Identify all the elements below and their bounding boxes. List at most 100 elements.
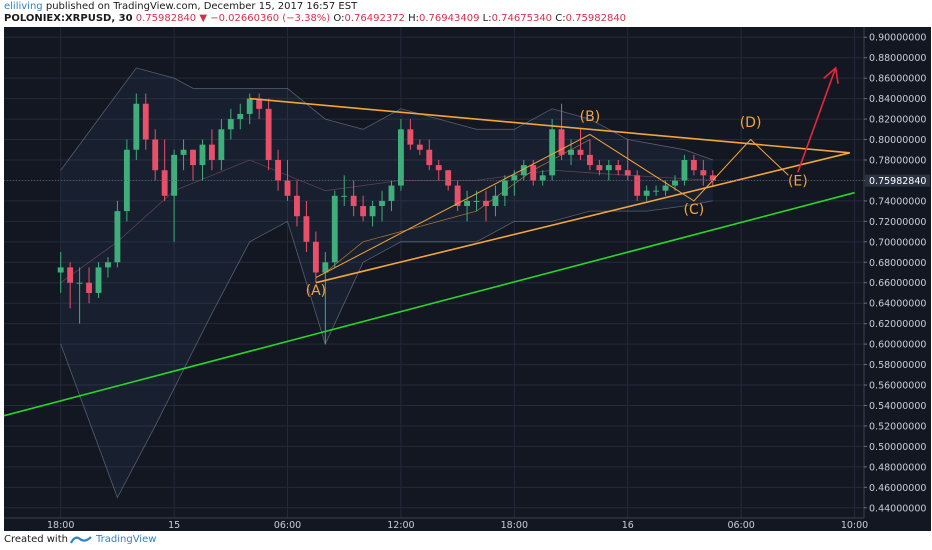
candle-body bbox=[407, 129, 414, 145]
low-value: 0.74675340 bbox=[491, 13, 553, 24]
time-axis-label: 16 bbox=[622, 520, 634, 531]
candle-body bbox=[161, 170, 168, 196]
candle-body bbox=[57, 267, 64, 273]
price-axis-label: 0.56000000 bbox=[869, 381, 926, 392]
price-axis-label: 0.52000000 bbox=[869, 421, 926, 432]
price-axis-label: 0.86000000 bbox=[869, 74, 926, 85]
candle-body bbox=[577, 149, 584, 155]
candle-body bbox=[331, 195, 338, 263]
current-price-box bbox=[865, 174, 930, 187]
high-value: 0.76943409 bbox=[419, 13, 480, 24]
price-axis-label: 0.82000000 bbox=[869, 115, 926, 126]
candle-body bbox=[435, 165, 442, 171]
wave-label: (A) bbox=[306, 283, 327, 299]
price-change: −0.02660360 (−3.38%) bbox=[210, 13, 331, 24]
candle-body bbox=[275, 159, 281, 181]
price-axis-label: 0.68000000 bbox=[869, 258, 926, 269]
publish-line: eliliving published on TradingView.com, … bbox=[4, 1, 357, 12]
candle-body bbox=[114, 211, 121, 263]
candle-body bbox=[473, 200, 480, 202]
candle-body bbox=[530, 165, 537, 181]
elliott-wave-path bbox=[315, 133, 789, 279]
price-chart[interactable]: (A) (B) (C) (D) (E) 0.44000000 0.46000000 0.480… bbox=[4, 27, 931, 531]
symbol-line: POLONIEX:XRPUSD, 30 0.75982840 ▼ −0.0266… bbox=[4, 13, 626, 24]
published-text: published on TradingView.com, December 1… bbox=[45, 1, 358, 12]
price-axis-label: 0.60000000 bbox=[869, 340, 926, 351]
time-axis-label: 15 bbox=[168, 520, 180, 531]
wave-label: (D) bbox=[740, 115, 762, 131]
price-axis-label: 0.46000000 bbox=[869, 483, 926, 494]
time-axis-label: 18:00 bbox=[501, 520, 528, 531]
candle-body bbox=[653, 190, 660, 192]
time-axis-background bbox=[4, 518, 931, 531]
tradingview-logo-icon bbox=[70, 534, 92, 549]
symbol-name: POLONIEX:XRPUSD, 30 bbox=[4, 13, 133, 24]
candle-body bbox=[256, 98, 263, 109]
candle-body bbox=[634, 175, 641, 196]
candle-body bbox=[369, 206, 376, 217]
created-with-text: Created with bbox=[4, 534, 68, 545]
candle-body bbox=[350, 195, 357, 207]
candle-body bbox=[379, 200, 385, 207]
candle-body bbox=[180, 149, 187, 155]
candle-body bbox=[227, 119, 234, 130]
price-axis-label: 0.88000000 bbox=[869, 53, 926, 64]
tradingview-brand[interactable]: TradingView bbox=[96, 534, 157, 545]
wave-label: (E) bbox=[788, 174, 808, 190]
price-axis-label: 0.64000000 bbox=[869, 299, 926, 310]
candle-body bbox=[605, 165, 612, 171]
candle-body bbox=[690, 159, 697, 171]
candle-body bbox=[123, 149, 130, 212]
candle-body bbox=[397, 129, 404, 186]
price-axis-label: 0.90000000 bbox=[869, 33, 926, 44]
time-axis-label: 06:00 bbox=[727, 520, 754, 531]
open-label: O: bbox=[333, 13, 345, 24]
price-axis-label: 0.74000000 bbox=[869, 196, 926, 207]
candle-body bbox=[133, 103, 140, 150]
candle-body bbox=[426, 149, 433, 166]
price-axis-label: 0.84000000 bbox=[869, 94, 926, 105]
chart-background bbox=[4, 27, 931, 531]
candle-body bbox=[681, 159, 688, 181]
green-trendline bbox=[4, 191, 855, 417]
current-price-label: 0.75982840 bbox=[869, 176, 926, 187]
candle-body bbox=[190, 149, 196, 166]
candle-body bbox=[624, 170, 631, 176]
candle-body bbox=[454, 185, 461, 207]
candle-body bbox=[341, 195, 348, 197]
candle-body bbox=[501, 180, 508, 196]
author-link[interactable]: eliliving bbox=[4, 1, 43, 12]
footer: Created with TradingView bbox=[0, 531, 932, 550]
time-axis-label: 10:00 bbox=[841, 520, 868, 531]
close-label: C: bbox=[555, 13, 566, 24]
time-axis-label: 06:00 bbox=[274, 520, 301, 531]
candle-body bbox=[294, 195, 300, 217]
candle-body bbox=[246, 98, 253, 114]
candle-body bbox=[218, 129, 225, 160]
price-axis-label: 0.44000000 bbox=[869, 503, 926, 514]
price-axis-label: 0.48000000 bbox=[869, 462, 926, 473]
candle-body bbox=[672, 180, 678, 186]
candle-body bbox=[549, 129, 556, 176]
candle-body bbox=[568, 149, 574, 155]
down-triangle-icon: ▼ bbox=[199, 13, 208, 24]
time-axis-label: 18:00 bbox=[47, 520, 74, 531]
candle-body bbox=[76, 282, 83, 284]
price-axis-label: 0.70000000 bbox=[869, 237, 926, 248]
last-price: 0.75982840 bbox=[135, 13, 197, 24]
price-axis-label: 0.50000000 bbox=[869, 442, 926, 453]
price-axis-label: 0.72000000 bbox=[869, 217, 926, 228]
candle-body bbox=[615, 165, 622, 171]
candle-body bbox=[303, 216, 310, 242]
candle-body bbox=[483, 200, 489, 207]
price-axis-label: 0.66000000 bbox=[869, 278, 926, 289]
wave-label: (B) bbox=[580, 109, 601, 125]
candle-body bbox=[445, 170, 452, 186]
candle-body bbox=[105, 262, 111, 268]
time-axis-label: 12:00 bbox=[387, 520, 414, 531]
candle-body bbox=[464, 200, 471, 207]
candle-body bbox=[709, 175, 716, 181]
bollinger-upper-line bbox=[60, 67, 713, 171]
candle-body bbox=[539, 175, 546, 181]
candle-body bbox=[511, 175, 518, 181]
